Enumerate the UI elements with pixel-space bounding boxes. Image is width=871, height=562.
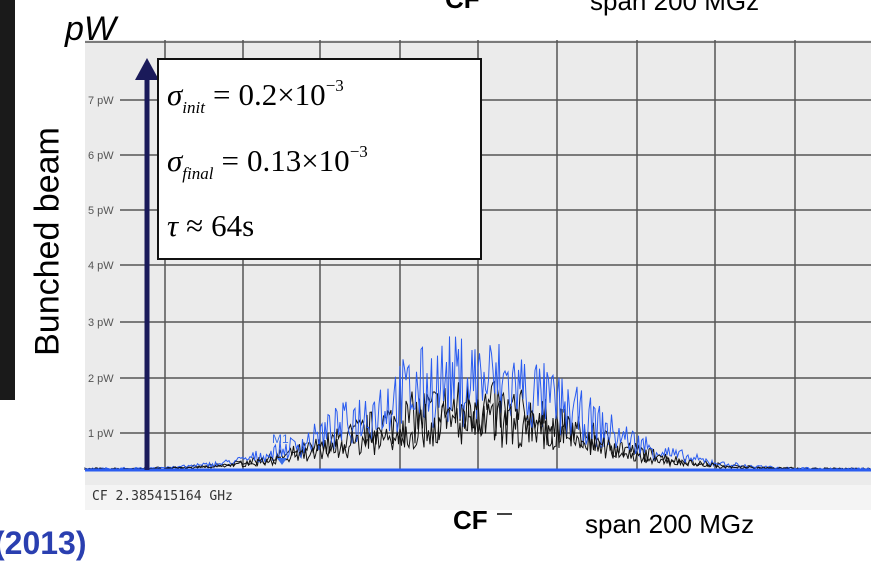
reference: (2013)	[0, 525, 87, 562]
formula-subscript: init	[182, 98, 205, 117]
formula-relation: ≈	[186, 208, 203, 243]
formula-exponent: −3	[350, 142, 368, 161]
bottom-span: span 200 MGz	[585, 509, 754, 540]
top-span: span 200 MGz	[590, 0, 759, 17]
y-tick-label: 2 pW	[88, 373, 114, 385]
formula: τ≈64s	[167, 208, 254, 244]
y-tick-label: 7 pW	[88, 95, 114, 107]
formula-value: 0.13×10	[247, 143, 350, 178]
formula-relation: =	[221, 143, 238, 178]
y-tick-label: 6 pW	[88, 150, 114, 162]
formula-symbol: τ	[167, 208, 178, 243]
formula-relation: =	[213, 77, 230, 112]
formula-symbol: σ	[167, 143, 182, 178]
formula-value: 0.2×10	[238, 77, 325, 112]
formula-symbol: σ	[167, 77, 182, 112]
y-tick-label: 5 pW	[88, 205, 114, 217]
bottom-cf: CF	[453, 505, 488, 536]
page: Bunched beam CF 2.385415164 GHz M1 7 pW6…	[0, 0, 871, 541]
y-tick-label: 4 pW	[88, 260, 114, 272]
formula-exponent: −3	[326, 76, 344, 95]
formula-subscript: final	[182, 164, 213, 183]
y-tick-label: 1 pW	[88, 428, 114, 440]
unit-label: pW	[65, 10, 116, 49]
top-cf: CF	[445, 0, 480, 15]
screen-footer: CF 2.385415164 GHz	[92, 489, 233, 504]
formula: σinit =0.2×10−3	[167, 76, 344, 118]
marker-label: M1	[272, 432, 289, 446]
formula: σfinal = 0.13×10−3	[167, 142, 368, 184]
y-tick-label: 3 pW	[88, 317, 114, 329]
formula-value: 64s	[211, 208, 254, 243]
